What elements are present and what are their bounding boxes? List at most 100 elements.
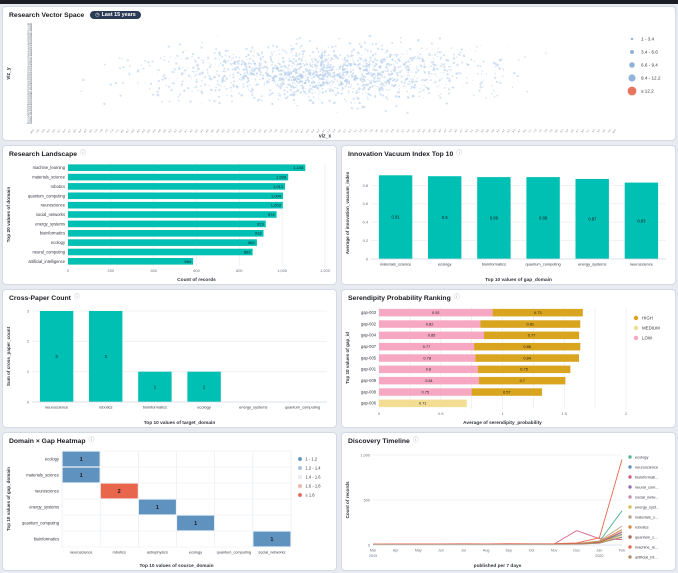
legend-item-marker[interactable] bbox=[628, 535, 632, 539]
legend-item-marker[interactable] bbox=[628, 475, 632, 479]
svg-text:4.2: 4.2 bbox=[444, 129, 448, 133]
bar[interactable] bbox=[624, 182, 659, 259]
bar[interactable] bbox=[526, 177, 560, 259]
legend-item-marker[interactable] bbox=[628, 465, 632, 469]
bar[interactable] bbox=[68, 239, 257, 246]
bar-segment[interactable] bbox=[484, 331, 580, 340]
bar[interactable] bbox=[68, 201, 283, 209]
legend-item-marker[interactable] bbox=[628, 525, 632, 529]
panel-cross-paper-count: Cross-Paper Count ⓘ 0 1 2 3 3 neuroscience 3 ro… bbox=[2, 289, 337, 428]
legend-item-marker[interactable] bbox=[628, 545, 632, 549]
legend-item-marker[interactable] bbox=[628, 74, 636, 82]
bar-segment[interactable] bbox=[379, 388, 472, 396]
bar[interactable] bbox=[575, 179, 609, 259]
info-icon[interactable]: ⓘ bbox=[73, 295, 80, 301]
bar-segment[interactable] bbox=[475, 354, 579, 362]
legend-item-marker[interactable] bbox=[628, 455, 632, 459]
legend-item-marker[interactable] bbox=[628, 485, 632, 489]
bar-segment[interactable] bbox=[471, 388, 542, 396]
bar-segment[interactable] bbox=[479, 376, 566, 385]
svg-text:-1.85: -1.85 bbox=[27, 85, 33, 87]
bar[interactable] bbox=[428, 176, 462, 259]
legend-item-marker[interactable] bbox=[630, 50, 634, 54]
heatmap-cell[interactable] bbox=[100, 483, 138, 499]
legend-item-marker[interactable] bbox=[297, 465, 303, 471]
info-icon[interactable]: ⓘ bbox=[80, 151, 87, 157]
bar[interactable] bbox=[68, 258, 194, 265]
bar[interactable] bbox=[477, 177, 511, 259]
bar[interactable] bbox=[68, 164, 306, 171]
svg-text:800: 800 bbox=[236, 268, 243, 273]
bar-segment[interactable] bbox=[379, 354, 476, 362]
heatmap-cell[interactable] bbox=[253, 531, 291, 547]
bar[interactable] bbox=[187, 371, 221, 402]
bar[interactable] bbox=[68, 248, 253, 256]
legend-item-marker[interactable] bbox=[633, 315, 639, 321]
bar[interactable] bbox=[68, 173, 289, 181]
domain-gap-heatmap-chart[interactable]: 1 1 2 1 1 1 neuroscience robotics astrophysics ec… bbox=[4, 447, 335, 569]
bar-segment[interactable] bbox=[480, 320, 581, 328]
legend-item-marker[interactable] bbox=[297, 492, 303, 498]
timeline-series-line[interactable] bbox=[372, 536, 623, 546]
svg-text:2: 2 bbox=[27, 339, 29, 344]
legend-item-marker[interactable] bbox=[630, 37, 634, 41]
vector-space-scatter-chart[interactable]: 8.00 7.69 7.38 7.08 6.77 6.46 6.15 5.85 5.54 5.23… bbox=[4, 21, 674, 139]
heatmap-cell[interactable] bbox=[62, 467, 100, 483]
bar-segment[interactable] bbox=[477, 365, 571, 374]
bar-segment[interactable] bbox=[492, 308, 583, 317]
bar-segment[interactable] bbox=[379, 308, 493, 317]
bar-segment[interactable] bbox=[379, 320, 481, 328]
info-icon[interactable]: ⓘ bbox=[456, 151, 463, 157]
innovation-vacuum-bar-chart[interactable]: 0 0.2 0.4 0.6 0.8 0.91 materials_science 0.9 eco… bbox=[343, 160, 674, 283]
bar[interactable] bbox=[39, 311, 74, 402]
svg-text:0.9: 0.9 bbox=[442, 215, 448, 220]
time-filter-badge[interactable]: ◷ Last 15 years bbox=[90, 11, 141, 19]
bar[interactable] bbox=[68, 183, 285, 190]
timeline-series-line[interactable] bbox=[372, 459, 623, 545]
bar-segment[interactable] bbox=[379, 365, 478, 374]
cross-paper-bar-chart[interactable]: 0 1 2 3 3 neuroscience 3 robotics 1 bioinformatic… bbox=[4, 304, 335, 426]
panel-discovery-timeline: Discovery Timeline ⓘ 0 500 1,000 Mar Apr May J… bbox=[341, 432, 676, 571]
legend-item-marker[interactable] bbox=[297, 483, 303, 489]
info-icon[interactable]: ⓘ bbox=[412, 438, 419, 444]
heatmap-cell[interactable] bbox=[138, 499, 176, 515]
legend-item-marker[interactable] bbox=[297, 474, 303, 480]
svg-text:7.5: 7.5 bbox=[539, 129, 543, 133]
bar[interactable] bbox=[89, 311, 123, 402]
legend-item-marker[interactable] bbox=[627, 86, 637, 96]
bar-segment[interactable] bbox=[379, 376, 479, 385]
legend-item-marker[interactable] bbox=[628, 495, 632, 499]
panel-research-vector-space: Research Vector Space ◷ Last 15 years 8.… bbox=[2, 6, 676, 141]
legend-item-marker[interactable] bbox=[629, 62, 635, 68]
timeline-series-line[interactable] bbox=[372, 510, 623, 545]
bar[interactable] bbox=[138, 371, 172, 402]
svg-text:-3.1: -3.1 bbox=[232, 129, 236, 134]
serendipity-stacked-bar-chart[interactable]: 0 0.5 1 1.5 2 gap-003 0.92 0.73 gap-002 0.82 0.81 g… bbox=[343, 304, 674, 426]
heatmap-cell[interactable] bbox=[177, 515, 215, 531]
svg-text:-4.31: -4.31 bbox=[27, 100, 33, 102]
legend-item-marker[interactable] bbox=[628, 555, 632, 559]
legend-item-marker[interactable] bbox=[628, 505, 632, 509]
bar-segment[interactable] bbox=[474, 342, 581, 351]
legend-item-marker[interactable] bbox=[628, 515, 632, 519]
heatmap-cell[interactable] bbox=[62, 451, 100, 467]
legend-item-marker[interactable] bbox=[633, 325, 639, 331]
bar-segment[interactable] bbox=[379, 331, 484, 340]
info-icon[interactable]: ⓘ bbox=[453, 295, 460, 301]
bar-segment[interactable] bbox=[379, 342, 475, 351]
research-landscape-bar-chart[interactable]: 0 200 400 600 800 1,000 1,200 1,108 machine_lear… bbox=[4, 160, 335, 283]
bar[interactable] bbox=[68, 230, 264, 237]
bar[interactable] bbox=[68, 192, 283, 200]
bar-segment[interactable] bbox=[379, 399, 467, 408]
legend-item-marker[interactable] bbox=[297, 456, 303, 462]
discovery-timeline-line-chart[interactable]: 0 500 1,000 Mar Apr May Jun Jul Aug Sep Oct Nov Dec J… bbox=[343, 447, 674, 569]
timeline-series-line[interactable] bbox=[372, 529, 623, 545]
bar[interactable] bbox=[68, 220, 266, 228]
svg-text:6.15: 6.15 bbox=[28, 35, 33, 37]
legend-item-marker[interactable] bbox=[633, 335, 639, 341]
svg-text:2.7: 2.7 bbox=[402, 129, 406, 133]
info-icon[interactable]: ⓘ bbox=[88, 438, 95, 444]
bar[interactable] bbox=[378, 175, 413, 259]
bar[interactable] bbox=[68, 211, 277, 218]
